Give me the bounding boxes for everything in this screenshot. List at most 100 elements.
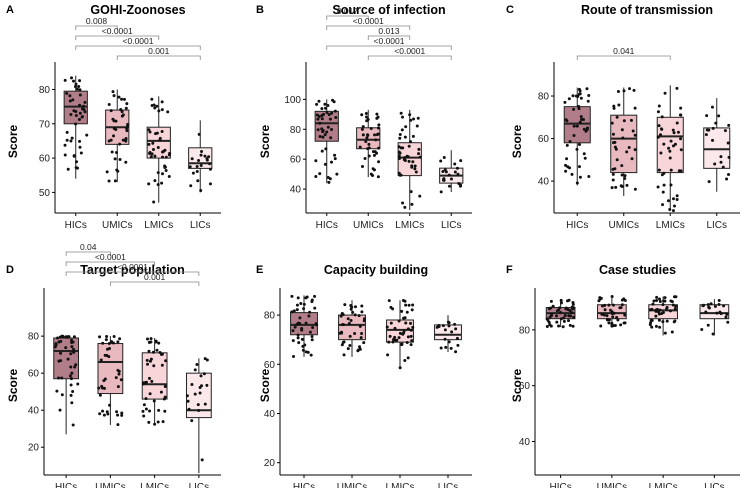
box-umics (97, 334, 124, 427)
data-point (296, 336, 300, 340)
data-point (347, 322, 351, 326)
data-point (601, 304, 605, 308)
data-point (613, 323, 617, 327)
p-value-label: <0.0001 (95, 252, 126, 262)
data-point (662, 142, 666, 146)
data-point (205, 383, 209, 387)
data-point (612, 106, 616, 110)
data-point (111, 90, 115, 94)
data-point (335, 172, 339, 176)
data-point (405, 310, 409, 314)
bracket-line (65, 251, 111, 256)
data-point (668, 309, 672, 313)
data-point (575, 147, 579, 151)
data-point (416, 116, 420, 120)
data-point (68, 99, 72, 103)
data-point (620, 303, 624, 307)
data-point (387, 340, 391, 344)
data-point (572, 107, 576, 111)
p-value-label: 0.04 (80, 242, 97, 252)
data-point (301, 348, 305, 352)
data-point (361, 125, 365, 129)
data-point (146, 337, 150, 341)
data-point (713, 304, 717, 308)
data-point (156, 171, 160, 175)
data-point (161, 420, 165, 424)
data-point (577, 87, 581, 91)
data-point (141, 409, 145, 413)
data-point (398, 151, 402, 155)
data-point (360, 332, 364, 336)
data-point (398, 133, 402, 137)
data-point (73, 365, 77, 369)
data-point (348, 344, 352, 348)
data-point (661, 311, 665, 315)
data-point (725, 177, 729, 181)
data-point (102, 413, 106, 417)
data-point (151, 148, 155, 152)
data-point (670, 330, 674, 334)
data-point (572, 315, 576, 319)
data-point (291, 355, 295, 359)
data-point (295, 322, 299, 326)
data-point (397, 154, 401, 158)
data-point (118, 158, 122, 162)
data-point (107, 346, 111, 350)
data-point (417, 147, 421, 151)
data-point (675, 121, 679, 125)
data-point (121, 113, 125, 117)
data-point (585, 87, 589, 91)
data-point (71, 98, 75, 102)
data-point (555, 320, 559, 324)
data-point (308, 310, 312, 314)
data-point (611, 315, 615, 319)
data-point (116, 368, 120, 372)
p-value-label: <0.0001 (374, 36, 405, 46)
data-point (125, 102, 129, 106)
data-point (623, 177, 627, 181)
data-point (565, 143, 569, 147)
data-point (80, 107, 84, 111)
data-point (147, 420, 151, 424)
data-point (330, 127, 334, 131)
data-point (397, 171, 401, 175)
data-point (661, 303, 665, 307)
data-point (559, 311, 563, 315)
y-tick-label: 20 (28, 443, 40, 454)
data-point (66, 357, 70, 361)
data-point (333, 109, 337, 113)
data-point (98, 412, 102, 416)
data-point (651, 302, 655, 306)
data-point (147, 142, 151, 146)
data-point (360, 113, 364, 117)
data-point (103, 353, 107, 357)
data-point (148, 392, 152, 396)
data-point (69, 112, 73, 116)
data-point (631, 129, 635, 133)
data-point (304, 350, 308, 354)
data-point (142, 414, 146, 418)
data-point (363, 157, 367, 161)
y-axis-label: Score (258, 369, 272, 403)
data-point (297, 341, 301, 345)
data-point (610, 294, 614, 298)
data-point (63, 143, 67, 147)
p-value-label: <0.0001 (117, 262, 148, 272)
data-point (114, 376, 118, 380)
y-tick-label: 60 (39, 154, 51, 165)
data-point (456, 343, 460, 347)
data-point (151, 141, 155, 145)
data-point (119, 108, 123, 112)
data-point (417, 152, 421, 156)
data-point (403, 159, 407, 163)
data-point (418, 194, 422, 198)
data-point (407, 144, 411, 148)
data-point (164, 359, 168, 363)
data-point (582, 127, 586, 131)
x-tick-label: LMICs (386, 482, 415, 488)
data-point (110, 150, 114, 154)
data-point (343, 303, 347, 307)
data-point (314, 159, 318, 163)
data-point (107, 341, 111, 345)
data-point (443, 328, 447, 332)
